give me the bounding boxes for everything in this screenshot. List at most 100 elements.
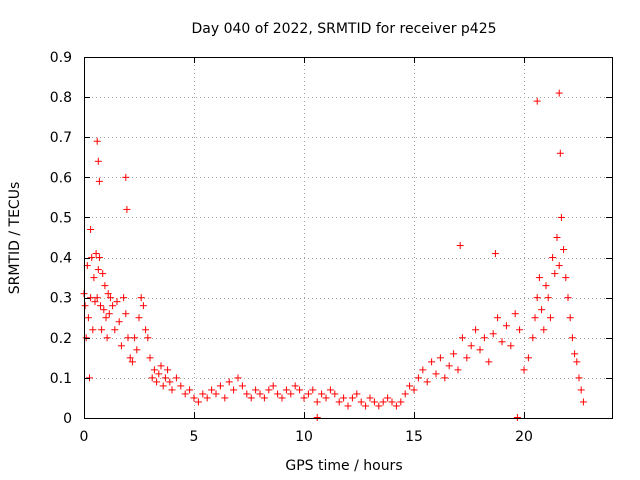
data-point	[94, 157, 102, 165]
data-point	[313, 414, 321, 421]
data-point	[142, 326, 150, 334]
y-tick-label: 0.6	[50, 170, 72, 186]
data-point	[216, 382, 224, 390]
data-point	[507, 342, 515, 350]
data-point	[406, 382, 414, 390]
data-point	[123, 205, 131, 213]
data-point	[419, 366, 427, 374]
y-tick-label: 0.1	[50, 371, 72, 387]
data-point	[511, 310, 519, 318]
data-point	[103, 334, 111, 342]
data-point	[304, 390, 312, 398]
y-axis-label: SRMTID / TECUs	[7, 182, 23, 295]
data-point	[458, 334, 466, 342]
data-point	[375, 402, 383, 410]
y-tick-label: 0.5	[50, 210, 72, 226]
y-tick-label: 0.4	[50, 251, 72, 267]
data-point	[252, 386, 260, 394]
data-point	[105, 310, 113, 318]
data-point	[98, 326, 106, 334]
y-tick-label: 0	[63, 411, 72, 427]
data-point	[190, 394, 198, 402]
data-point	[131, 334, 139, 342]
data-point	[551, 270, 559, 278]
data-point	[282, 386, 290, 394]
x-tick-label: 15	[405, 429, 423, 445]
data-point	[564, 294, 572, 302]
data-point	[97, 302, 104, 310]
data-point	[135, 314, 143, 322]
data-point	[498, 338, 506, 346]
data-point	[397, 398, 405, 406]
chart-title: Day 040 of 2022, SRMTID for receiver p42…	[191, 21, 496, 37]
data-point	[542, 282, 550, 290]
data-point	[467, 342, 475, 350]
data-point	[92, 250, 100, 258]
data-point	[494, 314, 502, 322]
data-point	[133, 346, 141, 354]
data-point	[115, 318, 123, 326]
data-point	[579, 398, 587, 406]
data-point	[384, 394, 392, 402]
data-point	[225, 378, 233, 386]
data-point	[566, 314, 574, 322]
data-point	[221, 394, 229, 402]
y-tick-label: 0.8	[50, 90, 72, 106]
data-point	[379, 398, 387, 406]
data-point	[313, 398, 321, 406]
data-point	[150, 366, 158, 374]
data-point	[186, 386, 194, 394]
data-point	[513, 414, 521, 421]
data-point	[331, 390, 339, 398]
y-tick-label: 0.7	[50, 130, 72, 146]
data-point	[392, 402, 400, 410]
data-point	[102, 314, 110, 322]
y-tick-label: 0.3	[50, 291, 72, 307]
data-point	[553, 234, 561, 241]
data-point	[137, 294, 145, 302]
data-point	[344, 402, 352, 410]
data-point	[93, 137, 101, 145]
data-point	[555, 89, 563, 97]
data-point	[326, 386, 334, 394]
data-point	[230, 386, 238, 394]
plot-frame	[84, 57, 613, 419]
data-point	[122, 173, 130, 181]
data-point	[243, 390, 251, 398]
data-point	[423, 378, 431, 386]
data-point	[388, 398, 396, 406]
grid-lines	[84, 57, 612, 418]
data-point	[81, 302, 89, 310]
data-point	[164, 366, 172, 374]
data-point	[491, 250, 499, 258]
data-point	[89, 326, 97, 334]
data-point	[208, 386, 216, 394]
data-point	[126, 354, 134, 362]
data-point	[194, 398, 202, 406]
data-point	[370, 398, 378, 406]
data-point	[265, 386, 273, 394]
data-point	[562, 274, 570, 282]
data-point	[485, 358, 493, 366]
data-point	[441, 374, 449, 382]
data-point	[161, 374, 169, 382]
axis-ticks	[84, 57, 612, 419]
data-point	[278, 394, 286, 402]
data-point	[203, 394, 211, 402]
data-point	[556, 149, 564, 157]
data-point	[104, 290, 112, 298]
data-point	[529, 334, 537, 342]
data-point	[357, 398, 365, 406]
data-point	[181, 390, 189, 398]
data-point	[111, 326, 119, 334]
data-point	[93, 294, 101, 302]
data-point	[557, 213, 565, 221]
data-point	[247, 394, 255, 402]
x-tick-label: 20	[515, 429, 533, 445]
data-point	[199, 390, 207, 398]
data-point	[128, 358, 136, 366]
data-point	[109, 302, 117, 310]
x-tick-label: 0	[80, 429, 89, 445]
data-point	[139, 302, 147, 310]
data-point	[260, 394, 268, 402]
